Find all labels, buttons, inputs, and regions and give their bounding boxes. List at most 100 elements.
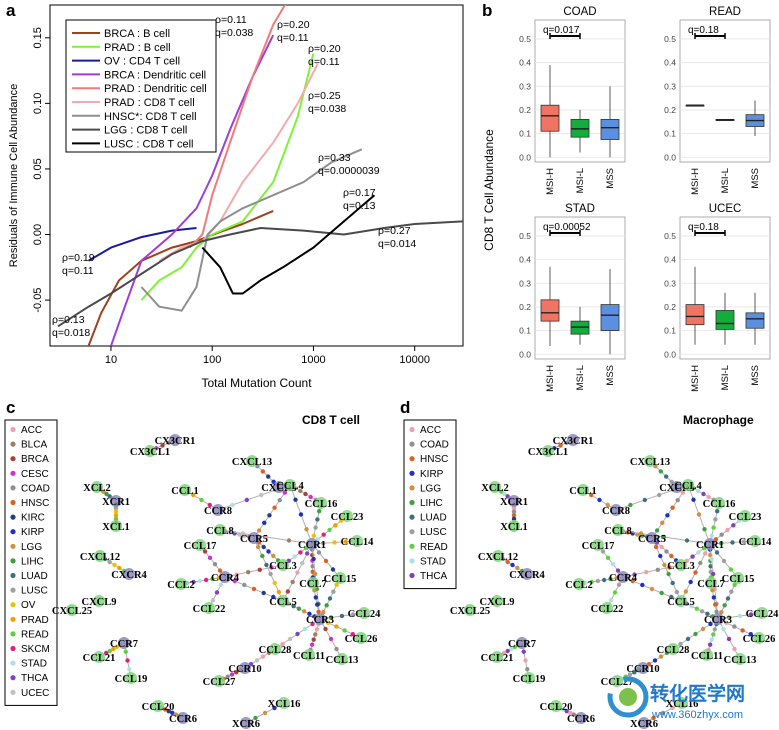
category-label: MSS [605,365,616,386]
edge-dot [725,596,731,601]
node-label: CCL28 [259,645,292,656]
edge-dot [658,469,663,474]
legend-label: LUSC [420,527,447,538]
category-label: MSI-H [690,365,701,392]
edge-dot [277,497,282,503]
edge-dot [107,648,112,654]
edge-dot [640,582,645,588]
network-node [110,495,122,507]
box-msi-l [715,310,735,330]
edge-dot [327,596,333,601]
network-node [749,535,761,547]
edge-dot [266,474,271,479]
annotation-q: q=0.13 [343,200,376,212]
edge-dot [315,602,320,607]
legend-dot [409,543,415,549]
y-axis-title-b: CD8 T Cell Abundance [482,129,496,251]
edge-dot [732,646,737,652]
annotation-q: q=0.014 [378,238,416,250]
edge-dot [197,578,203,584]
legend-dot [10,675,16,681]
node-label: CCR1 [696,540,724,551]
edge-dot [113,513,119,518]
edge-dot [560,707,566,712]
node-label: CCL2 [565,580,592,591]
edge-dot [254,658,260,663]
edge-dot [612,590,618,595]
edge-dot [350,632,355,637]
node-label: CCL16 [703,499,736,510]
edge-dot [502,491,507,497]
node-label: CCL23 [729,512,762,523]
node-label: CCL26 [743,634,776,645]
annotation-q: q=0.038 [308,103,346,115]
node-label: CCL4 [674,481,702,492]
node-label: CCL13 [724,655,757,666]
edge-dot [113,516,119,522]
category-label: MSI-H [690,168,701,195]
edge-dot [615,568,621,573]
edge-dot [328,636,334,642]
node-label: CCR6 [169,714,197,725]
edge-dot [234,670,239,675]
edge-dot [505,559,510,565]
edge-dot [732,582,737,588]
network-node [675,595,687,607]
edge-dot [702,551,708,556]
edge-dot [217,568,223,573]
edge-dot [658,654,664,659]
network-node [644,455,656,467]
edge-dot [326,620,331,625]
box-msi-h [540,104,560,132]
network-node [676,697,688,709]
edge-dot [693,631,698,637]
legend-label: COAD [420,440,449,451]
panel-label-d: d [400,398,410,417]
edge-dot [324,603,329,608]
edge-dot [107,494,112,499]
edge-dot [232,578,237,584]
edge-dot [632,572,637,577]
edge-dot [313,632,318,637]
edge-dot [311,556,316,562]
edge-dot [244,497,249,503]
edge-dot [605,555,611,560]
edge-dot [333,523,338,528]
network-node [93,651,105,663]
edge-dot [282,490,288,495]
network-node [93,595,105,607]
network-node [306,538,318,550]
network-node [612,524,624,536]
y-tick-label: 0.3 [519,278,531,288]
category-label: MSI-H [545,365,556,392]
y-tick-label: 0.4 [664,255,676,265]
network-node [351,535,363,547]
edge-dot [748,632,753,637]
edge-dot [669,553,674,559]
node-label: CCR7 [508,639,536,650]
edge-dot [627,672,633,677]
edge-dot [304,551,310,556]
edge-dot [269,565,274,570]
y-tick-label: 0.15 [32,27,44,48]
edge-dot [242,582,247,588]
network-node [573,578,585,590]
significance-q: q=0.18 [688,25,719,36]
edge-dot [112,562,117,568]
legend-dot [409,470,415,476]
edge-dot [321,532,326,537]
node-label: CCL7 [299,579,326,590]
node-label: CCL2 [167,580,194,591]
edge-dot [719,609,724,615]
edge-dot [664,474,669,479]
node-label: CCR8 [204,506,232,517]
edge-dot [632,670,637,675]
node-label: CCL22 [591,604,624,615]
network-node [491,595,503,607]
edge-dot [280,641,285,647]
edge-dot [670,705,675,711]
category-label: MSI-L [575,168,586,193]
legend-dot [10,558,16,564]
axes-group: 10 100 1000 10000 -0.05 0.00 0.05 0.10 0.15 Total… [8,27,430,390]
series-group [57,5,463,346]
